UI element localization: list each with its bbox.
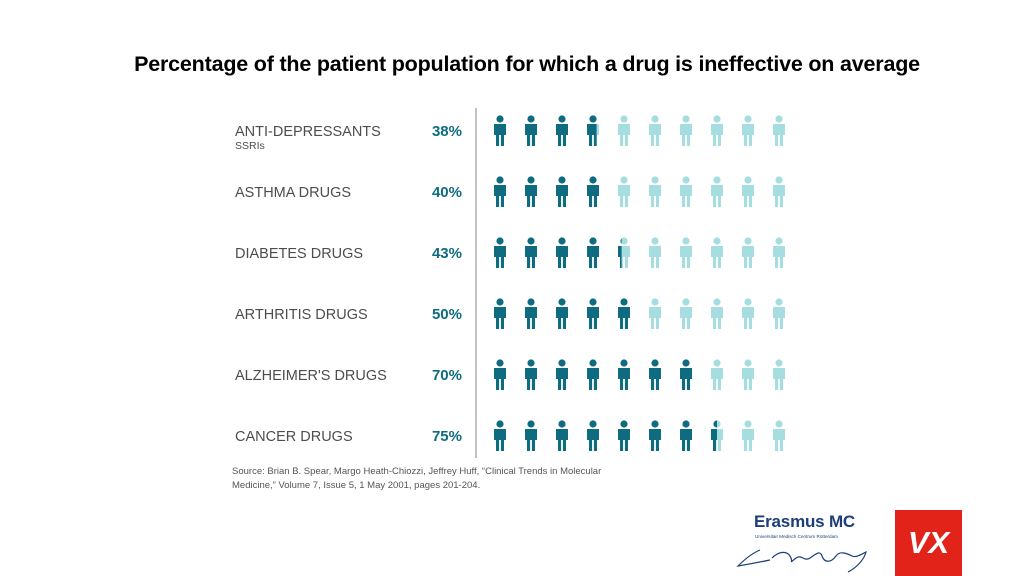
person-icon	[680, 420, 692, 451]
person-icon	[649, 359, 661, 390]
person-icon	[680, 359, 692, 390]
person-icon	[742, 298, 754, 329]
chart-row: CANCER DRUGS 75%	[235, 420, 785, 451]
person-icon	[742, 176, 754, 207]
person-icon	[556, 420, 568, 451]
value-label: 43%	[432, 245, 462, 262]
person-icon	[680, 298, 692, 329]
chart-source: Source: Brian B. Spear, Margo Heath-Chio…	[232, 466, 602, 491]
person-icon	[587, 176, 599, 207]
erasmus-mc-logo: Erasmus MC Universitair Medisch Centrum …	[730, 510, 880, 574]
person-icon	[525, 420, 537, 451]
person-icon	[618, 176, 630, 207]
value-label: 40%	[432, 184, 462, 201]
person-icon	[680, 237, 692, 268]
person-icon	[773, 176, 785, 207]
category-sublabel: SSRIs	[235, 140, 265, 152]
category-label: CANCER DRUGS	[235, 429, 353, 445]
person-icon	[649, 237, 661, 268]
person-icon	[618, 115, 630, 146]
person-icon	[649, 176, 661, 207]
person-icon	[711, 420, 723, 451]
category-label: ANTI-DEPRESSANTS	[235, 124, 381, 140]
person-icon	[773, 115, 785, 146]
value-label: 70%	[432, 367, 462, 384]
person-icon	[556, 298, 568, 329]
category-label: ALZHEIMER'S DRUGS	[235, 368, 387, 384]
person-icon	[556, 359, 568, 390]
chart-row: ARTHRITIS DRUGS 50%	[235, 298, 785, 329]
person-icon	[618, 298, 630, 329]
person-icon	[711, 176, 723, 207]
person-icon	[525, 359, 537, 390]
person-icon	[556, 237, 568, 268]
vx-logo: VX	[895, 510, 962, 576]
person-icon	[494, 176, 506, 207]
person-icon	[525, 176, 537, 207]
person-icon	[494, 115, 506, 146]
person-icon	[556, 176, 568, 207]
person-icon	[525, 115, 537, 146]
person-icon	[711, 359, 723, 390]
person-icon	[649, 420, 661, 451]
chart-row: ALZHEIMER'S DRUGS 70%	[235, 359, 785, 390]
person-icon	[711, 237, 723, 268]
person-icon	[587, 420, 599, 451]
person-icon	[556, 115, 568, 146]
person-icon	[742, 237, 754, 268]
person-icon	[742, 359, 754, 390]
slide-title: Percentage of the patient population for…	[134, 52, 920, 76]
person-icon	[711, 115, 723, 146]
person-icon	[618, 420, 630, 451]
person-icon	[773, 298, 785, 329]
person-icon	[618, 359, 630, 390]
person-icon	[649, 115, 661, 146]
chart-row: DIABETES DRUGS 43%	[235, 237, 785, 268]
erasmus-signature-icon	[736, 549, 867, 573]
person-icon	[525, 298, 537, 329]
person-icon	[773, 237, 785, 268]
erasmus-logo-subtitle: Universitair Medisch Centrum Rotterdam	[755, 534, 838, 539]
person-icon	[773, 359, 785, 390]
value-label: 50%	[432, 306, 462, 323]
person-icon	[680, 176, 692, 207]
person-icon	[711, 298, 723, 329]
value-label: 75%	[432, 428, 462, 445]
person-icon	[742, 420, 754, 451]
person-icon	[494, 359, 506, 390]
person-icon	[649, 298, 661, 329]
person-icon	[587, 359, 599, 390]
person-icon	[494, 298, 506, 329]
person-icon	[618, 237, 630, 268]
person-icon	[525, 237, 537, 268]
person-icon	[494, 237, 506, 268]
person-icon	[773, 420, 785, 451]
category-label: DIABETES DRUGS	[235, 246, 363, 262]
chart-row: ASTHMA DRUGS 40%	[235, 176, 785, 207]
person-icon	[587, 237, 599, 268]
category-label: ARTHRITIS DRUGS	[235, 307, 368, 323]
value-label: 38%	[432, 123, 462, 140]
person-icon	[587, 115, 599, 146]
person-icon	[680, 115, 692, 146]
erasmus-logo-name: Erasmus MC	[754, 512, 855, 531]
category-label: ASTHMA DRUGS	[235, 185, 351, 201]
person-icon	[494, 420, 506, 451]
person-icon	[742, 115, 754, 146]
person-icon	[587, 298, 599, 329]
